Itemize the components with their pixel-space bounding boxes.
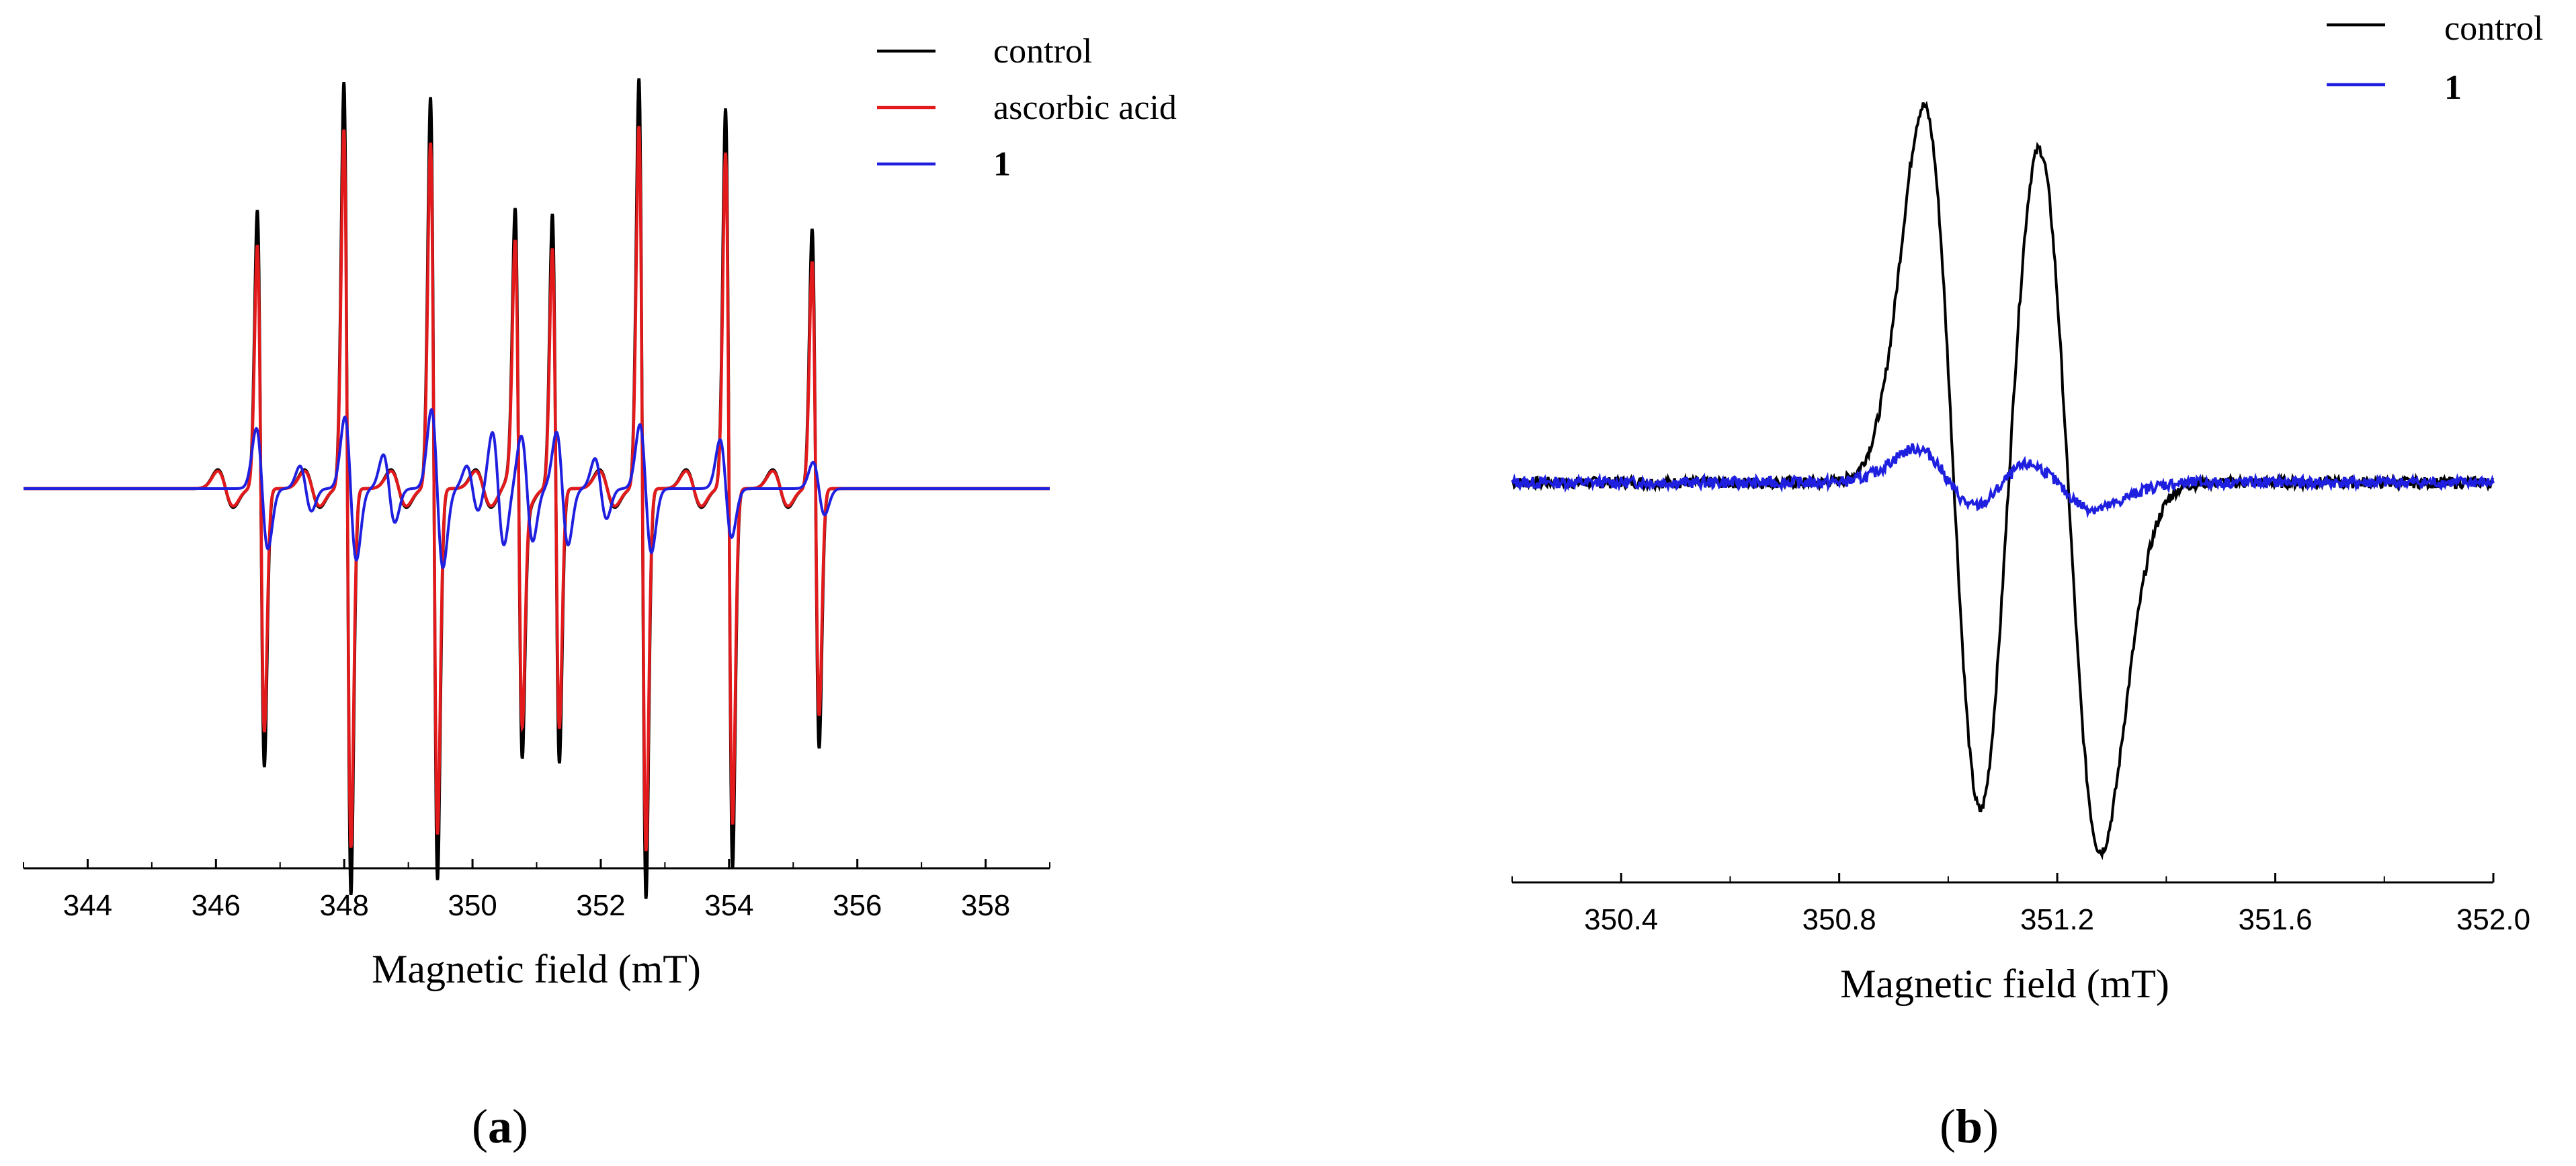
legend-label-ascorbic-acid: ascorbic acid: [993, 89, 1177, 127]
x-tick-label-a-0: 344: [63, 889, 112, 922]
legend-a: control ascorbic acid 1: [877, 32, 1177, 183]
x-tick-label-a-3: 350: [448, 889, 497, 922]
x-tick-label-b-3: 351.6: [2239, 903, 2313, 936]
panel-label-b: (b): [1940, 1099, 1999, 1153]
x-tick-label-b-4: 352.0: [2456, 903, 2530, 936]
x-tick-label-a-6: 356: [833, 889, 882, 922]
series-1-line-b: [1511, 442, 2495, 519]
x-ticks-a: 344 346 348 350 352 354 356 358: [23, 859, 1050, 922]
chart-a: 344 346 348 350 352 354 356 358 Magnetic field …: [23, 32, 1177, 1153]
legend-b: control 1: [2327, 9, 2543, 107]
x-tick-label-b-1: 350.8: [1802, 903, 1876, 936]
legend-label-1-a: 1: [993, 145, 1011, 183]
x-tick-label-a-2: 348: [319, 889, 368, 922]
x-tick-label-a-4: 352: [576, 889, 625, 922]
legend-label-control-b: control: [2444, 9, 2543, 48]
legend-label-1-b: 1: [2444, 69, 2462, 107]
x-tick-label-b-0: 350.4: [1584, 903, 1658, 936]
x-tick-label-a-7: 358: [961, 889, 1010, 922]
x-axis-title-a: Magnetic field (mT): [372, 947, 701, 991]
panel-label-a: (a): [472, 1099, 528, 1153]
x-tick-label-a-1: 346: [192, 889, 241, 922]
x-tick-label-b-2: 351.2: [2020, 903, 2094, 936]
x-ticks-b: 350.4 350.8 351.2 351.6 352.0: [1511, 873, 2530, 936]
legend-label-control-a: control: [993, 32, 1092, 71]
chart-b: 350.4 350.8 351.2 351.6 352.0 Magnetic field…: [1511, 9, 2543, 1153]
x-tick-label-a-5: 354: [704, 889, 753, 922]
series-1-line-a: [24, 407, 1050, 570]
x-axis-title-b: Magnetic field (mT): [1840, 962, 2169, 1006]
